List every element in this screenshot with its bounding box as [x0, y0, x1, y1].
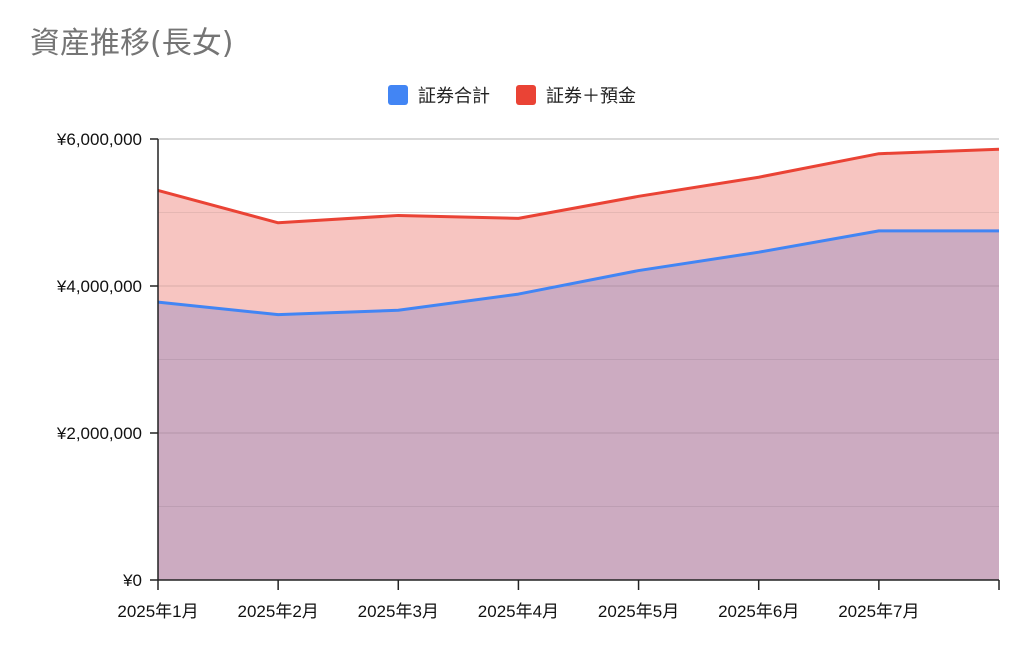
line-series-1 [157, 229, 999, 317]
legend-label-series-2: 証券＋預金 [546, 86, 636, 107]
y-tick-label-0: ¥0 [122, 571, 142, 590]
y-tick-label-3: ¥6,000,000 [56, 130, 142, 149]
legend-swatch-series-2 [516, 85, 536, 105]
legend-item-series-1[interactable]: 証券合計 [388, 82, 490, 108]
area-series-1 [158, 230, 999, 580]
x-tick-label-2: 2025年3月 [358, 602, 439, 621]
y-tick-label-2: ¥4,000,000 [56, 277, 142, 296]
x-tick-label-4: 2025年5月 [598, 602, 679, 621]
legend-label-series-1: 証券合計 [418, 86, 490, 107]
chart-title: 資産推移(長女) [30, 26, 234, 61]
x-tick-label-6: 2025年7月 [838, 602, 919, 621]
legend-swatch-series-1 [388, 85, 408, 105]
legend-item-series-2[interactable]: 証券＋預金 [516, 82, 636, 108]
legend: 証券合計 証券＋預金 [0, 82, 1024, 108]
x-tick-label-5: 2025年6月 [718, 602, 799, 621]
x-tick-label-3: 2025年4月 [478, 602, 559, 621]
y-tick-label-1: ¥2,000,000 [56, 424, 142, 443]
line-series-2 [157, 147, 1000, 225]
x-tick-label-0: 2025年1月 [117, 602, 198, 621]
x-tick-label-1: 2025年2月 [238, 602, 319, 621]
